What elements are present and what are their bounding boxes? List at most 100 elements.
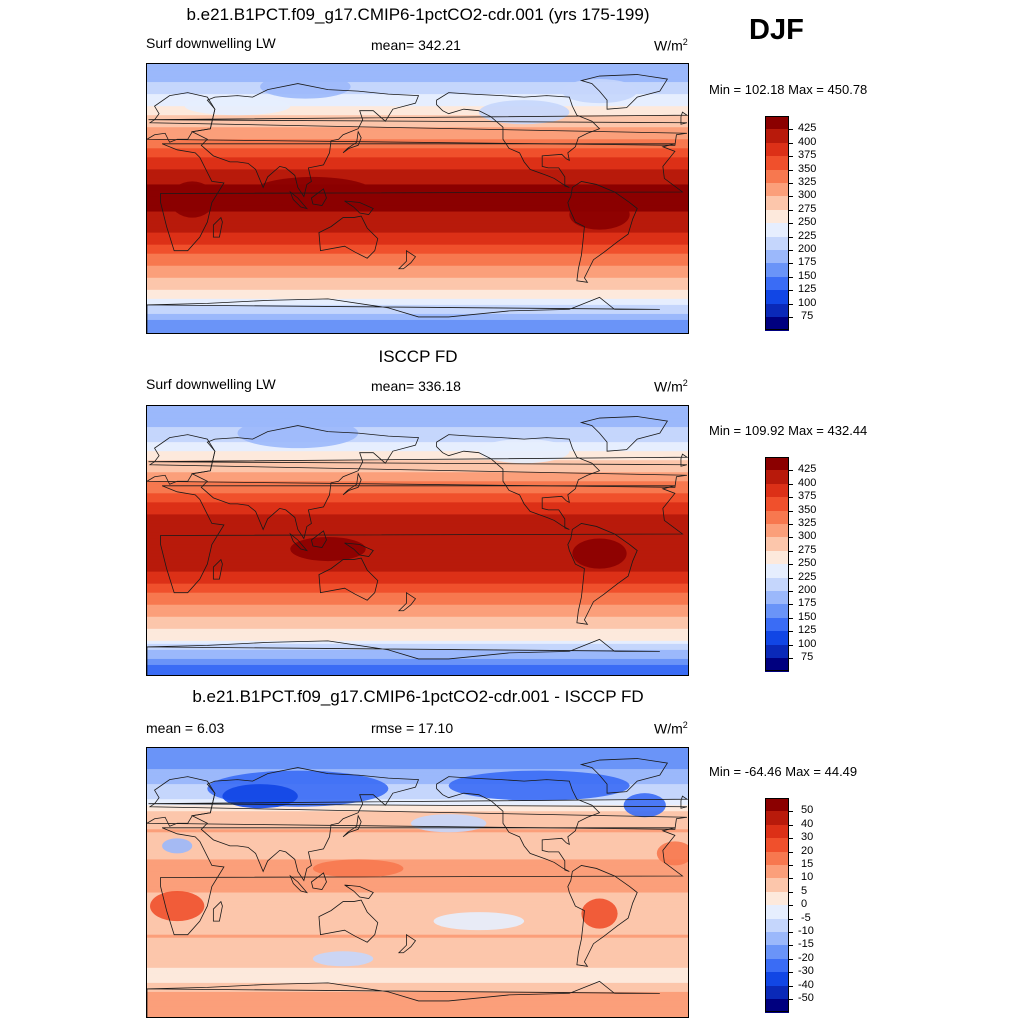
colorbar-cell xyxy=(765,798,789,812)
heatmap-band xyxy=(147,955,688,960)
heatmap-band xyxy=(147,241,688,246)
heatmap-band xyxy=(147,490,688,495)
coastline-greenland xyxy=(579,416,669,452)
colorbar-tick-label: 225 xyxy=(798,570,817,583)
heatmap-band xyxy=(147,991,688,996)
heatmap-band xyxy=(147,898,688,903)
colorbar-tick xyxy=(789,905,793,907)
heatmap-band xyxy=(147,181,688,186)
coastline-madagascar xyxy=(212,216,223,238)
heatmap-band xyxy=(147,94,688,98)
heatmap-band xyxy=(147,646,688,651)
heatmap-band xyxy=(147,64,688,68)
colorbar-tick-label: 0 xyxy=(801,898,808,911)
colorbar-tick xyxy=(789,156,793,158)
colorbar-tick xyxy=(789,483,793,485)
heatmap-band xyxy=(147,523,688,528)
heatmap-band xyxy=(147,136,688,141)
heatmap-band xyxy=(147,409,688,413)
coastline-newguinea xyxy=(344,884,374,899)
colorbar-tick-label: 150 xyxy=(798,269,817,282)
colorbar-tick-label: 400 xyxy=(798,476,817,489)
coastline-asia xyxy=(190,425,420,540)
colorbar-tick xyxy=(789,550,793,552)
heatmap-band xyxy=(147,607,688,612)
colorbar-frame xyxy=(765,798,789,1013)
heatmap-band xyxy=(147,754,688,758)
heatmap-band xyxy=(147,619,688,624)
heatmap-band xyxy=(147,880,688,885)
colorbar-tick xyxy=(789,999,793,1000)
heatmap-region xyxy=(572,538,627,569)
heatmap-band xyxy=(147,91,688,95)
heatmap-band xyxy=(147,622,688,627)
colorbar-cell xyxy=(765,824,789,839)
coastline-borneo xyxy=(310,530,327,548)
heatmap-band xyxy=(147,211,688,216)
heatmap-band xyxy=(147,772,688,776)
heatmap-band xyxy=(147,280,688,285)
heatmap-band xyxy=(147,484,688,489)
colorbar-tick-label: 275 xyxy=(798,202,817,215)
heatmap-band xyxy=(147,502,688,507)
coastline-greenland xyxy=(579,74,669,110)
heatmap-band xyxy=(147,841,688,846)
heatmap-band xyxy=(147,313,688,318)
colorbar-cell xyxy=(765,317,789,331)
heatmap-band xyxy=(147,178,688,183)
heatmap-band xyxy=(147,661,688,666)
heatmap-band xyxy=(147,415,688,419)
heatmap-band xyxy=(147,79,688,83)
colorbar-tick xyxy=(789,497,793,499)
colorbar-tick-label: 125 xyxy=(798,283,817,296)
heatmap-band xyxy=(147,67,688,71)
colorbar-tick-label: 375 xyxy=(798,149,817,162)
heatmap-band xyxy=(147,562,688,567)
heatmap-band xyxy=(147,988,688,993)
coastline-japan xyxy=(342,130,362,154)
heatmap-region xyxy=(169,181,215,218)
heatmap-band xyxy=(147,322,688,327)
heatmap-band xyxy=(147,481,688,486)
heatmap-band xyxy=(147,613,688,618)
heatmap-band xyxy=(147,175,688,180)
heatmap-band xyxy=(147,538,688,543)
colorbar-tick xyxy=(789,263,793,265)
heatmap-band xyxy=(147,199,688,204)
colorbar-cell xyxy=(765,838,789,853)
coastline-newzealand xyxy=(397,591,417,612)
heatmap-band xyxy=(147,220,688,225)
colorbar-tick xyxy=(789,824,793,826)
colorbar-cell xyxy=(765,577,789,592)
colorbar-cell xyxy=(765,169,789,184)
heatmap-band xyxy=(147,559,688,564)
heatmap-band xyxy=(147,838,688,843)
heatmap-band xyxy=(147,970,688,975)
colorbar-tick-label: -30 xyxy=(798,965,814,978)
heatmap-band xyxy=(147,133,688,138)
heatmap-band xyxy=(147,520,688,525)
heatmap-band xyxy=(147,508,688,513)
colorbar-tick-label: 200 xyxy=(798,243,817,255)
heatmap-band xyxy=(147,187,688,192)
panel3-map xyxy=(146,747,689,1018)
colorbar-tick-label: -20 xyxy=(798,951,814,964)
colorbar-tick-label: 75 xyxy=(801,310,814,322)
heatmap-band xyxy=(147,427,688,431)
coastline-africa xyxy=(160,143,684,252)
heatmap-region xyxy=(478,439,570,464)
heatmap-band xyxy=(147,901,688,906)
coastline-uk xyxy=(148,795,688,809)
heatmap-band xyxy=(147,916,688,921)
colorbar-tick xyxy=(789,631,793,633)
heatmap-band xyxy=(147,226,688,231)
heatmap-band xyxy=(147,298,688,303)
heatmap-band xyxy=(147,589,688,594)
heatmap-band xyxy=(147,166,688,171)
colorbar-tick-label: 30 xyxy=(801,831,814,844)
panel2-title: ISCCP FD xyxy=(378,347,458,366)
panel1-mean-label: mean= 342.21 xyxy=(371,37,461,53)
heatmap-band xyxy=(147,628,688,633)
heatmap-band xyxy=(147,127,688,132)
